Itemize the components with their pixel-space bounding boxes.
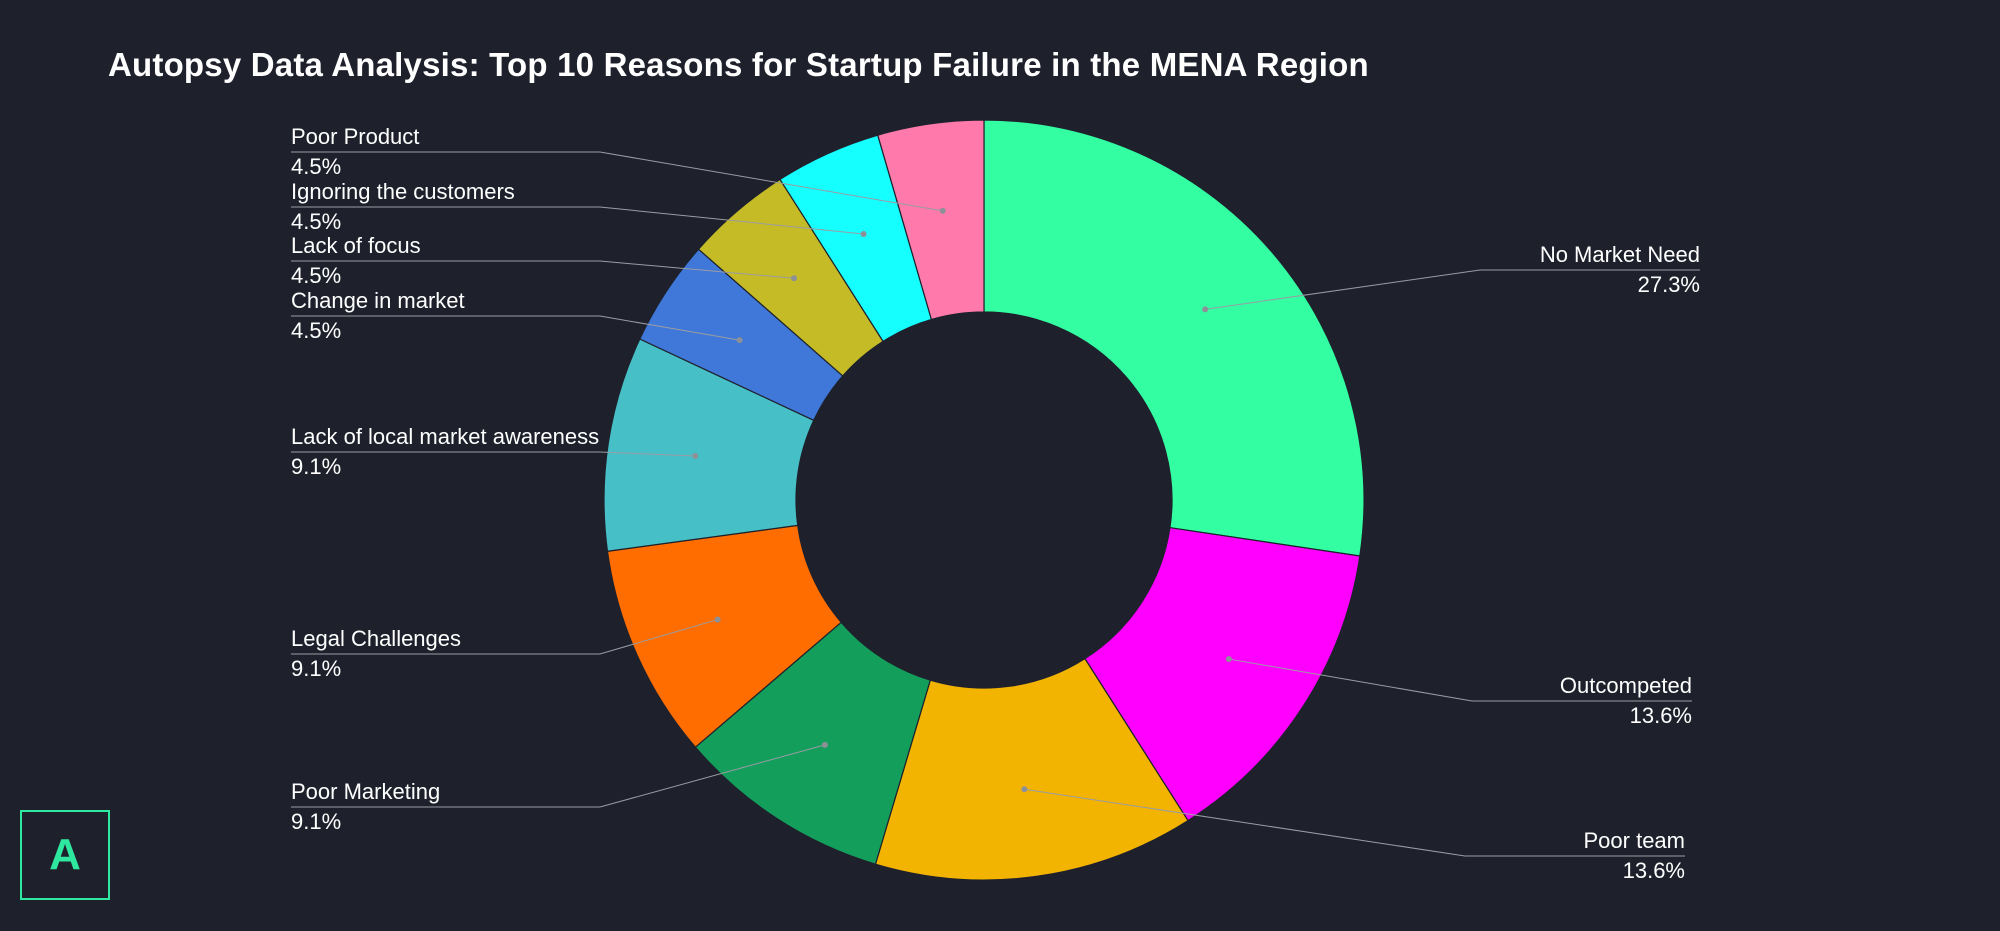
slice-poor-product (877, 119, 985, 321)
slice-value-label: 9.1% (291, 656, 341, 681)
leader-dot-change-in-market (736, 337, 743, 344)
slice-label: No Market Need (1540, 242, 1700, 267)
leader-dot-ignoring-the-customers (860, 230, 867, 237)
slice-value-label: 4.5% (291, 154, 341, 179)
leader-line-lack-of-focus (291, 260, 795, 279)
leader-dot-lack-of-focus (791, 275, 798, 282)
labels-layer: No Market Need 27.3% Outcompeted 13.6% Poor … (291, 124, 1700, 883)
leader-line-ignoring-the-customers (291, 206, 864, 235)
slice-value-label: 4.5% (291, 209, 341, 234)
logo: A (20, 810, 110, 900)
leader-dot-poor-product (939, 207, 946, 214)
chart-title: Autopsy Data Analysis: Top 10 Reasons fo… (108, 46, 1369, 83)
slice-value-label: 9.1% (291, 809, 341, 834)
leader-lines-layer (291, 151, 1700, 857)
leader-line-outcompeted (1228, 658, 1692, 702)
slice-value-label: 13.6% (1623, 858, 1685, 883)
slice-label: Poor Product (291, 124, 419, 149)
leader-dot-lack-of-local-market-awareness (692, 453, 699, 460)
leader-line-lack-of-local-market-awareness (291, 451, 696, 457)
slices-layer (603, 119, 1365, 881)
slice-value-label: 4.5% (291, 318, 341, 343)
slice-label: Legal Challenges (291, 626, 461, 651)
slice-label: Poor team (1584, 828, 1686, 853)
slice-no-market-need (983, 119, 1365, 557)
leader-dot-outcompeted (1225, 656, 1232, 663)
slice-label: Ignoring the customers (291, 179, 515, 204)
slice-label: Lack of focus (291, 233, 421, 258)
slice-label: Lack of local market awareness (291, 424, 599, 449)
slice-value-label: 4.5% (291, 263, 341, 288)
leader-dot-no-market-need (1202, 306, 1209, 313)
slice-label: Outcompeted (1560, 673, 1692, 698)
leader-dot-poor-marketing (821, 741, 828, 748)
leader-line-poor-team (1024, 788, 1685, 857)
slice-label: Change in market (291, 288, 465, 313)
leader-line-poor-product (291, 151, 943, 212)
leader-dot-poor-team (1021, 786, 1028, 793)
leader-line-legal-challenges (291, 619, 718, 655)
slice-value-label: 9.1% (291, 454, 341, 479)
leader-dot-legal-challenges (714, 616, 721, 623)
slice-poor-team (874, 657, 1189, 881)
slice-outcompeted (1084, 527, 1361, 822)
leader-line-change-in-market (291, 315, 740, 341)
leader-line-no-market-need (1205, 269, 1700, 310)
slice-value-label: 27.3% (1638, 272, 1700, 297)
logo-letter: A (49, 830, 81, 879)
slice-label: Poor Marketing (291, 779, 440, 804)
slice-value-label: 13.6% (1630, 703, 1692, 728)
leader-line-poor-marketing (291, 744, 826, 808)
